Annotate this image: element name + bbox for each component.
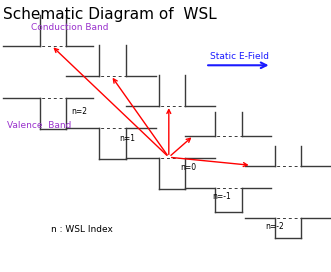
Text: n=-1: n=-1 — [212, 192, 231, 201]
Text: Static E-Field: Static E-Field — [210, 52, 269, 61]
Text: n=0: n=0 — [180, 163, 197, 172]
Text: Valence  Band: Valence Band — [7, 120, 71, 130]
Text: n=-2: n=-2 — [265, 222, 284, 231]
Text: n : WSL Index: n : WSL Index — [51, 225, 113, 234]
Text: n=2: n=2 — [71, 107, 87, 116]
Text: n=1: n=1 — [119, 134, 135, 143]
Text: Schematic Diagram of  WSL: Schematic Diagram of WSL — [3, 7, 217, 22]
Text: Conduction Band: Conduction Band — [31, 23, 109, 32]
